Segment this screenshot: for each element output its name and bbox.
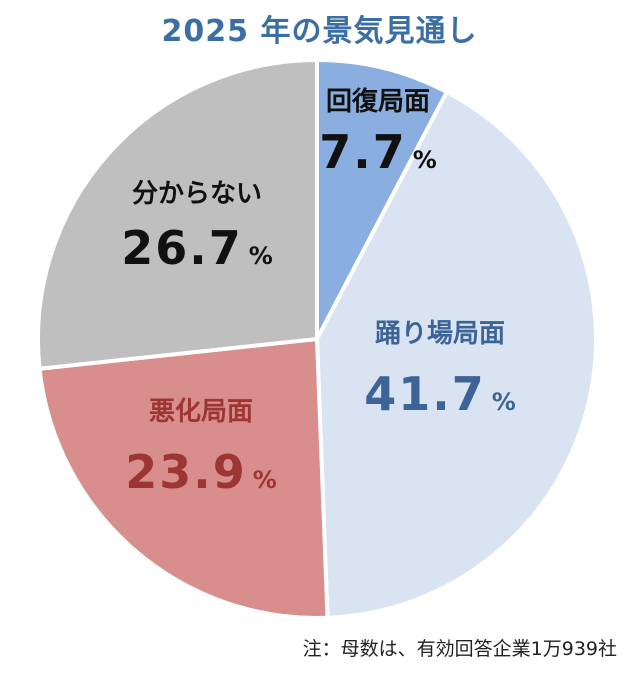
slice-value-label: 41.7%: [364, 367, 516, 421]
slice-label: 分からない: [132, 179, 262, 209]
slice-label: 回復局面: [326, 86, 430, 117]
slice-value-label: 26.7%: [121, 221, 273, 275]
pie-slice: [37, 337, 330, 620]
slice-label: 悪化局面: [149, 397, 253, 427]
pie-slice: [315, 58, 449, 341]
pie-slice: [36, 58, 319, 371]
chart-title: 2025 年の景気見通し: [161, 14, 478, 49]
slice-label: 踊り場局面: [375, 319, 505, 349]
pie-slices: [36, 58, 599, 620]
slice-value-label: 23.9%: [125, 445, 277, 499]
pie-slice: [315, 90, 599, 620]
pie-labels: 回復局面 7.7 % 踊り場局面 41.7 % 悪化局面 23.9 % 分からない 26.7%: [121, 86, 516, 499]
footnote: 注：母数は、有効回答企業1万939社: [302, 638, 617, 660]
slice-value-label: 7.7%: [319, 125, 437, 179]
